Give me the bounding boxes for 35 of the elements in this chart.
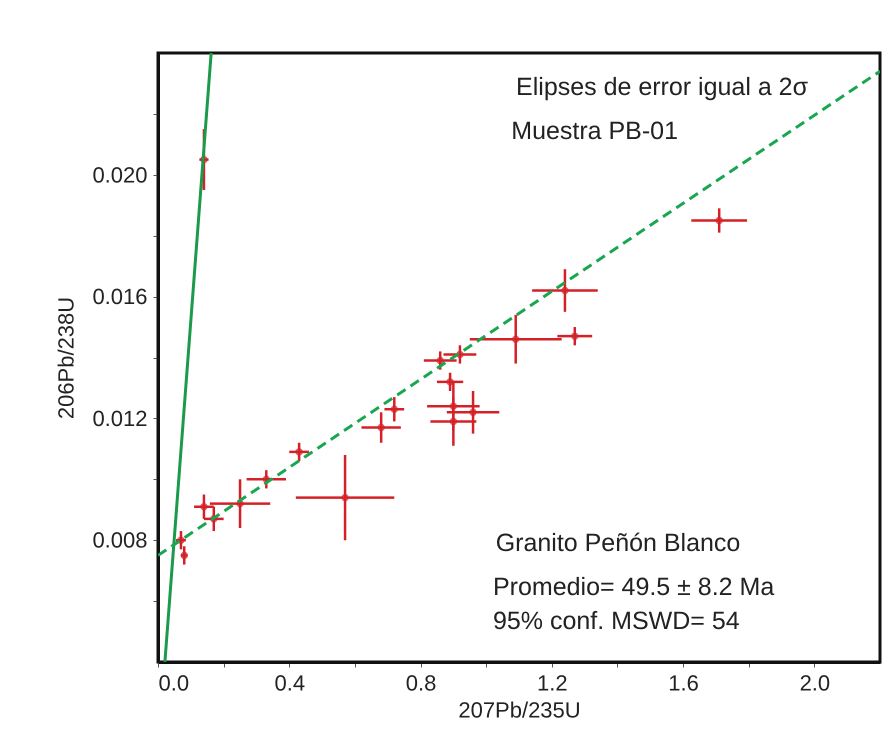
x-tick-label: 1.2: [537, 670, 568, 696]
point: [715, 216, 723, 224]
y-tick-label: 0.016: [92, 284, 148, 310]
y-tick-label: 0.008: [92, 528, 148, 553]
point: [450, 402, 458, 410]
point: [436, 356, 444, 364]
y-axis-title: 206Pb/238U: [53, 296, 78, 420]
x-tick-label: 0.8: [406, 670, 436, 696]
y-tick-label: 0.012: [92, 406, 148, 431]
point: [561, 286, 569, 294]
point: [236, 500, 244, 508]
x-tick-label: 0.4: [274, 670, 306, 696]
annotation: Elipses de error igual a 2σ: [516, 73, 809, 101]
annotation: Granito Peñón Blanco: [496, 529, 740, 557]
annotation: 95% conf. MSWD= 54: [493, 607, 740, 635]
point: [571, 332, 579, 340]
point: [177, 536, 185, 544]
point: [295, 448, 303, 456]
point: [377, 424, 385, 432]
point: [456, 350, 464, 358]
point: [390, 406, 398, 413]
point: [200, 502, 208, 510]
point: [180, 552, 188, 560]
x-tick-label: 2.0: [800, 670, 830, 696]
x-tick-label: 0.0: [158, 670, 190, 696]
point: [512, 335, 520, 343]
point: [341, 494, 349, 502]
point: [469, 408, 477, 416]
annotation: Promedio= 49.5 ± 8.2 Ma: [493, 573, 774, 601]
annotation: Muestra PB-01: [511, 117, 678, 145]
y-tick-label: 0.020: [92, 162, 148, 188]
point: [450, 418, 458, 426]
x-tick-label: 1.6: [668, 670, 699, 696]
x-axis-title: 207Pb/235U: [458, 698, 581, 722]
point: [200, 156, 208, 164]
